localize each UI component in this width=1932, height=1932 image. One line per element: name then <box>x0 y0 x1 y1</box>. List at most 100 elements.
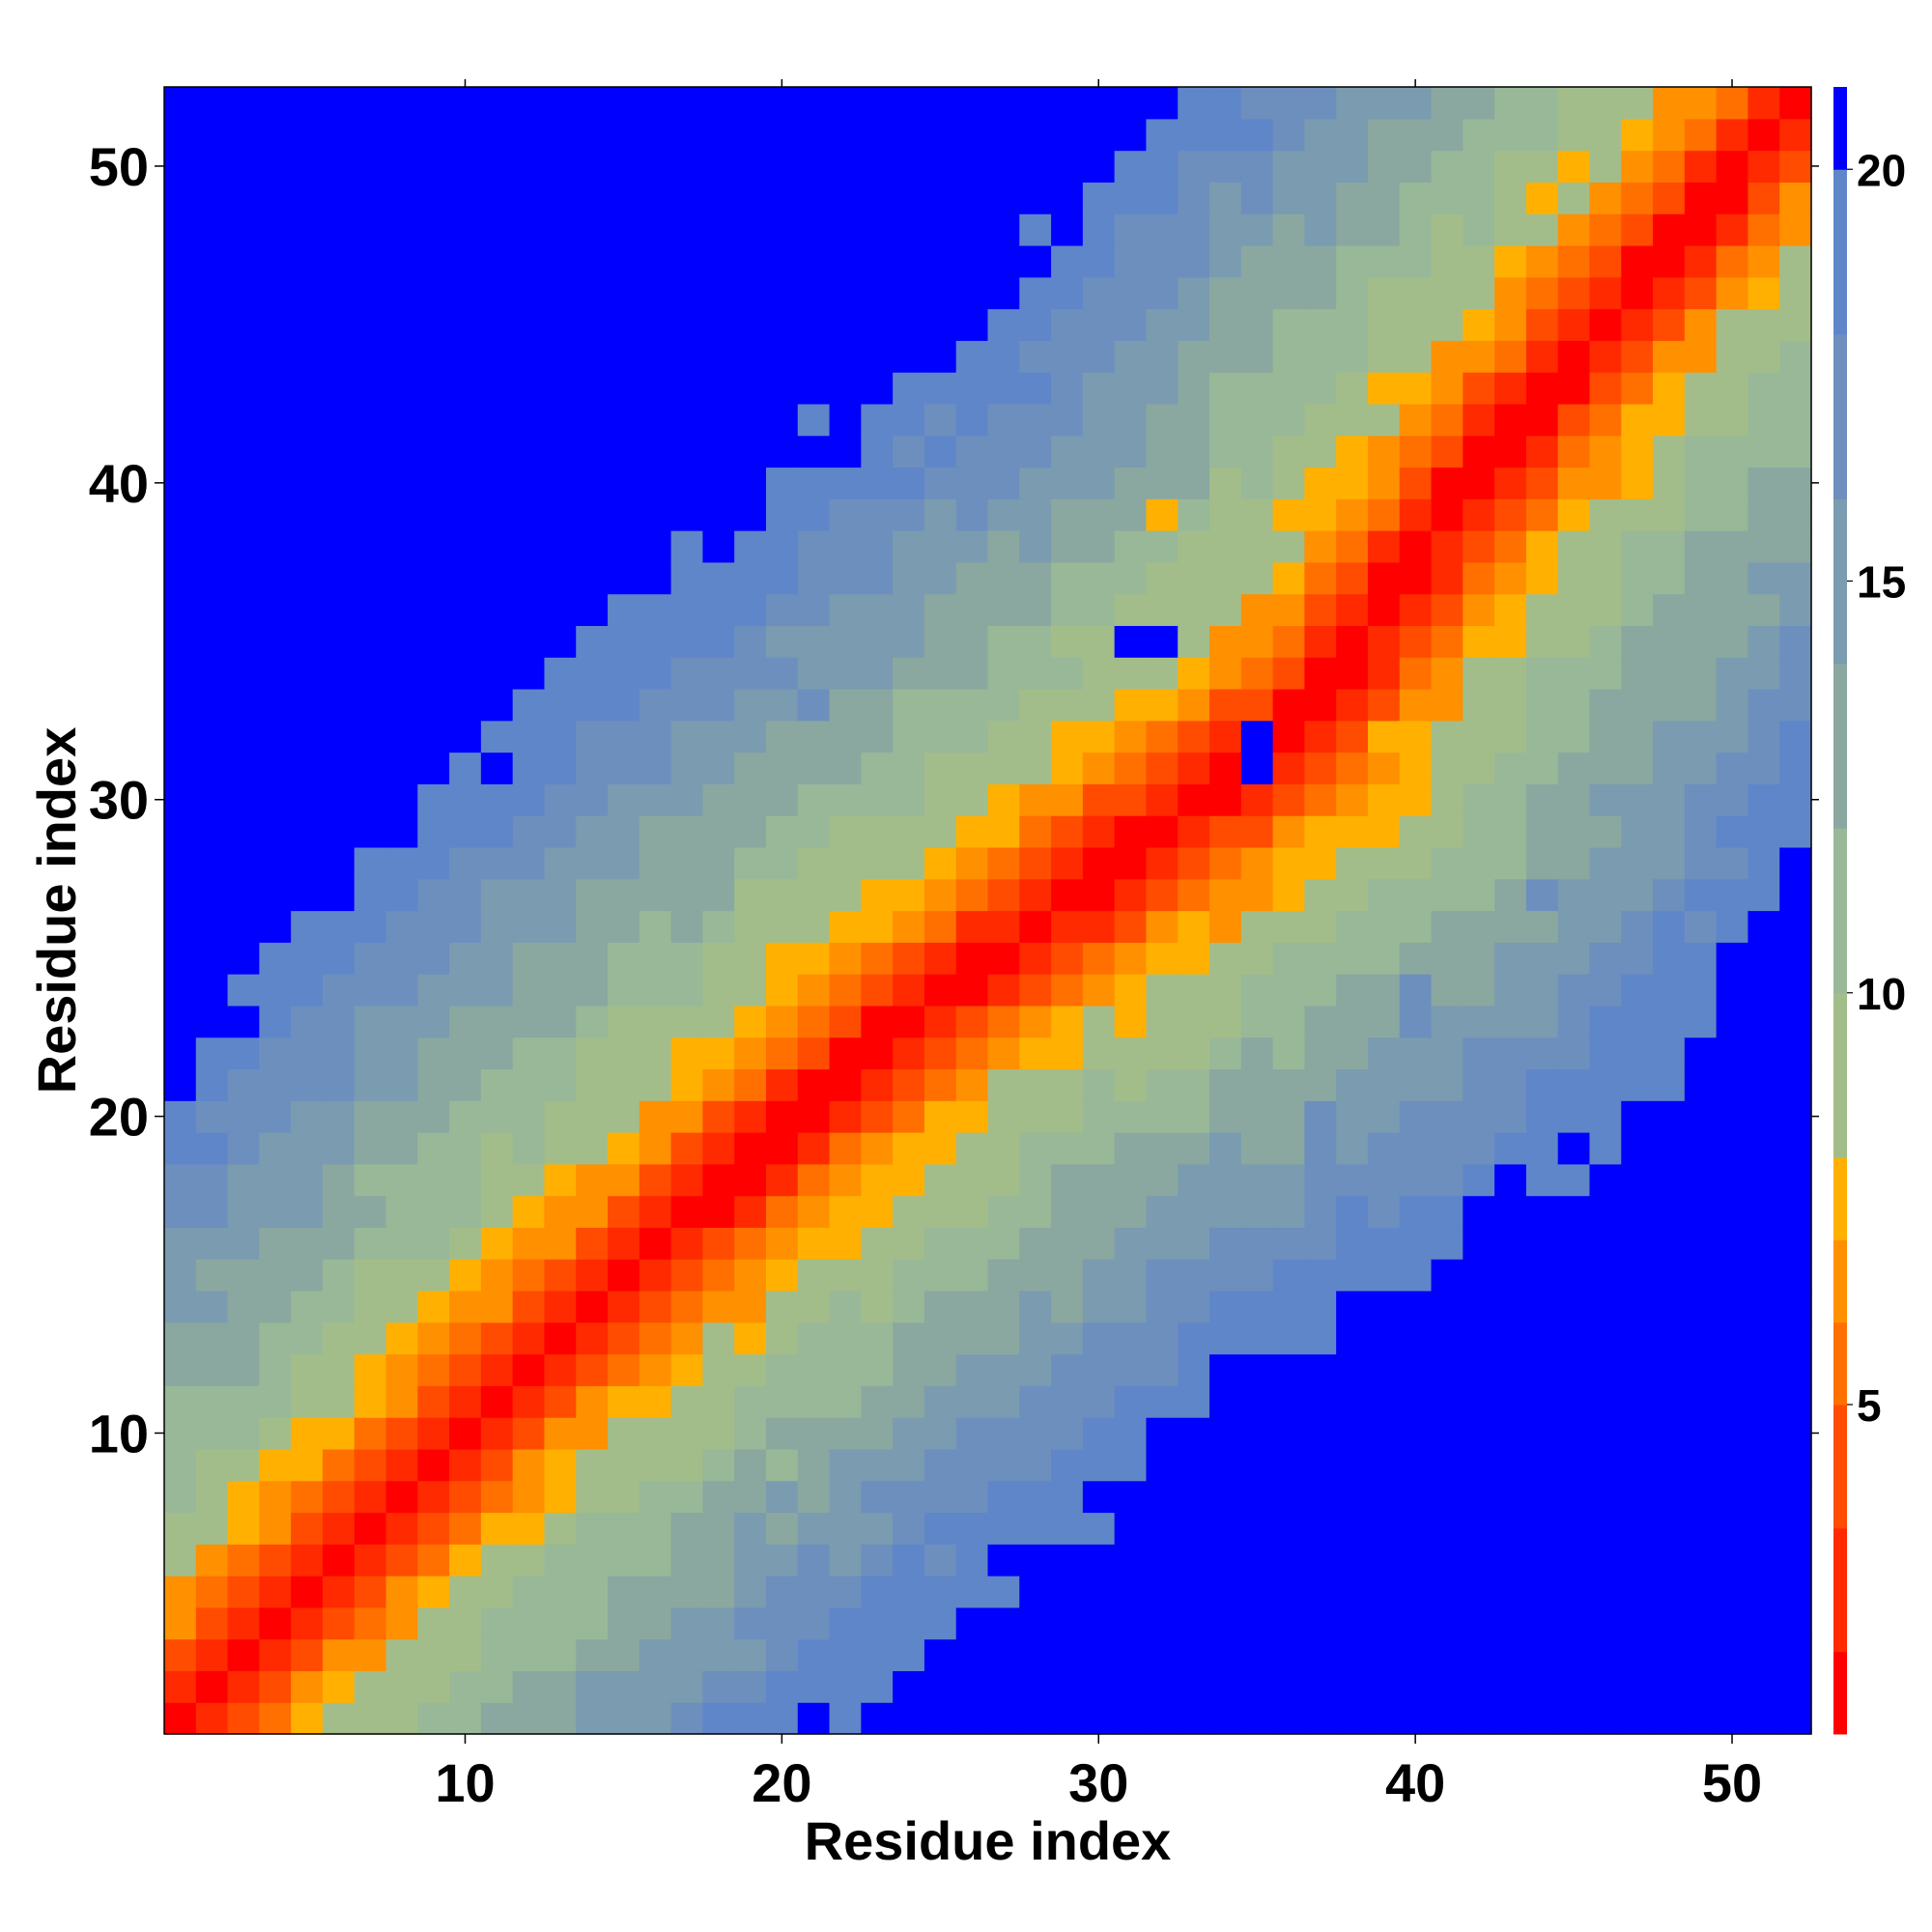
heatmap-cell <box>291 625 324 658</box>
heatmap-cell <box>1399 1068 1433 1101</box>
heatmap-cell <box>417 942 450 975</box>
heatmap-cell <box>1525 1638 1559 1672</box>
heatmap-cell <box>1621 213 1654 246</box>
heatmap-cell <box>259 657 292 690</box>
heatmap-cell <box>480 372 514 405</box>
heatmap-cell <box>797 910 831 943</box>
heatmap-cell <box>354 435 387 469</box>
y-tick-label: 20 <box>89 1087 149 1148</box>
heatmap-cell <box>1684 846 1718 880</box>
heatmap-cell <box>1272 815 1305 848</box>
heatmap-cell <box>955 1448 989 1482</box>
heatmap-cell <box>1114 1638 1148 1672</box>
heatmap-cell <box>1240 1448 1274 1482</box>
heatmap-cell <box>1399 435 1433 469</box>
heatmap-cell <box>987 530 1020 563</box>
heatmap-cell <box>1209 1480 1242 1514</box>
heatmap-cell <box>1304 1670 1337 1703</box>
heatmap-cell <box>1525 1417 1559 1450</box>
heatmap-cell <box>1082 783 1116 816</box>
heatmap-cell <box>765 118 799 152</box>
heatmap-cell <box>1525 593 1559 627</box>
heatmap-cell <box>1240 625 1274 658</box>
heatmap-cell <box>480 783 514 816</box>
heatmap-cell <box>923 910 957 943</box>
heatmap-cell <box>608 276 640 310</box>
heatmap-cell <box>1146 213 1179 246</box>
heatmap-cell <box>354 530 387 563</box>
heatmap-cell <box>1051 308 1084 341</box>
heatmap-cell <box>1621 182 1654 214</box>
heatmap-cell <box>923 625 957 658</box>
heatmap-cell <box>417 1638 450 1672</box>
heatmap-cell <box>923 878 957 912</box>
heatmap-cell <box>1653 1480 1686 1514</box>
heatmap-cell <box>829 1480 862 1514</box>
heatmap-cell <box>1621 1702 1654 1735</box>
heatmap-cell <box>576 1606 609 1640</box>
heatmap-cell <box>385 625 418 658</box>
heatmap-cell <box>1557 593 1591 627</box>
heatmap-cell <box>608 372 640 405</box>
heatmap-cell <box>544 1448 577 1482</box>
heatmap-cell <box>1779 498 1812 531</box>
heatmap-cell <box>1178 1005 1210 1038</box>
heatmap-cell <box>291 340 324 373</box>
heatmap-cell <box>1304 1512 1337 1545</box>
heatmap-cell <box>1589 1163 1622 1197</box>
heatmap-cell <box>1272 244 1305 278</box>
heatmap-cell <box>702 1163 735 1197</box>
heatmap-cell <box>544 815 577 848</box>
heatmap-cell <box>1051 1100 1084 1133</box>
heatmap-cell <box>1653 720 1686 753</box>
heatmap-cell <box>702 118 735 152</box>
heatmap-cell <box>829 435 862 469</box>
heatmap-cell <box>322 593 355 627</box>
heatmap-cell <box>417 1417 450 1450</box>
heatmap-cell <box>797 150 831 183</box>
heatmap-cell <box>1114 182 1148 214</box>
heatmap-cell <box>1209 1448 1242 1482</box>
heatmap-cell <box>1557 308 1591 341</box>
heatmap-cell <box>1684 213 1718 246</box>
heatmap-cell <box>291 1132 324 1165</box>
heatmap-cell <box>354 974 387 1007</box>
heatmap-cell <box>1431 593 1463 627</box>
heatmap-cell <box>1399 688 1433 722</box>
heatmap-cell <box>1240 1259 1274 1292</box>
heatmap-cell <box>291 1385 324 1418</box>
heatmap-cell <box>639 878 672 912</box>
heatmap-cell <box>354 1670 387 1703</box>
heatmap-cell <box>1494 1385 1527 1418</box>
heatmap-cell <box>1779 118 1812 152</box>
heatmap-cell <box>1304 1702 1337 1735</box>
heatmap-cell <box>1367 1259 1401 1292</box>
heatmap-cell <box>1209 1417 1242 1450</box>
heatmap-cell <box>1525 340 1559 373</box>
heatmap-cell <box>417 1512 450 1545</box>
heatmap-cell <box>544 1259 577 1292</box>
heatmap-cell <box>1431 498 1463 531</box>
heatmap-cell <box>829 1163 862 1197</box>
heatmap-cell <box>1589 783 1622 816</box>
heatmap-cell <box>1525 974 1559 1007</box>
heatmap-cell <box>1684 1576 1718 1608</box>
heatmap-cell <box>322 1353 355 1386</box>
heatmap-cell <box>1463 1606 1495 1640</box>
heatmap-cell <box>987 1227 1020 1260</box>
heatmap-cell <box>322 118 355 152</box>
heatmap-cell <box>1082 1512 1116 1545</box>
heatmap-cell <box>829 1195 862 1228</box>
heatmap-cell <box>1399 1163 1433 1197</box>
heatmap-cell <box>1304 435 1337 469</box>
heatmap-cell <box>291 1544 324 1577</box>
heatmap-cell <box>1557 1290 1591 1323</box>
heatmap-cell <box>1653 1638 1686 1672</box>
heatmap-cell <box>1304 846 1337 880</box>
heatmap-cell <box>291 308 324 341</box>
heatmap-cell <box>1653 1163 1686 1197</box>
heatmap-cell <box>797 213 831 246</box>
heatmap-cell <box>544 657 577 690</box>
heatmap-cell <box>385 846 418 880</box>
heatmap-cell <box>227 1005 260 1038</box>
